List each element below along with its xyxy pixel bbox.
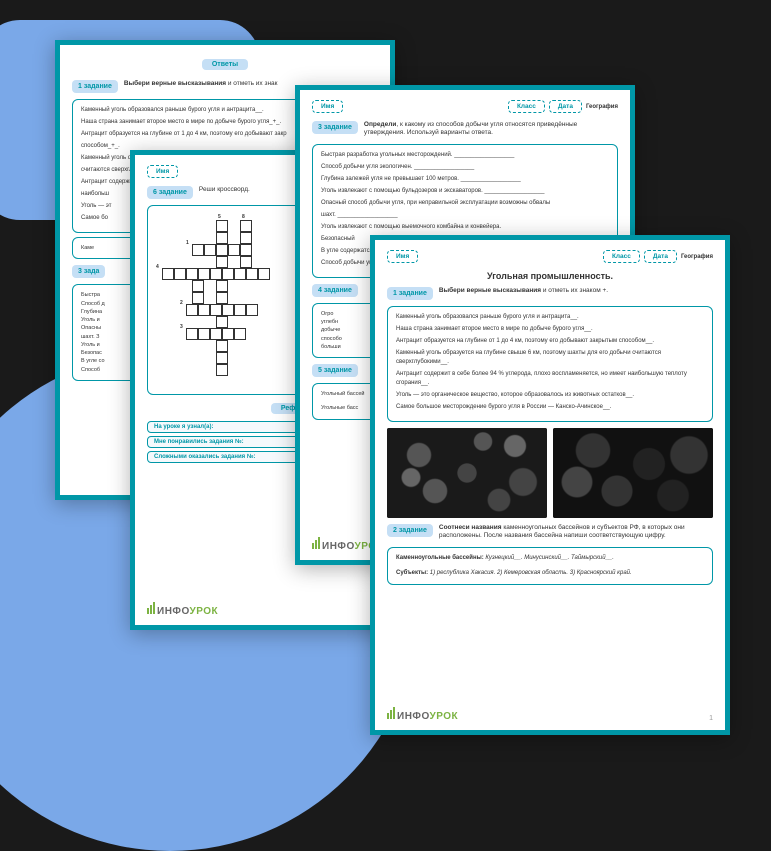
task-1-instruction: Выбери верные высказывания и отметь их з… — [439, 287, 608, 295]
class-field[interactable]: Класс — [508, 100, 545, 113]
date-field[interactable]: Дата — [644, 250, 677, 263]
task-1-content: Каменный уголь образовался раньше бурого… — [387, 306, 713, 422]
subject-label: География — [586, 104, 618, 110]
task-5-badge: 5 задание — [312, 364, 358, 377]
task-1-badge: 1 задание — [72, 80, 118, 93]
coal-image-2 — [553, 428, 713, 518]
page-number: 1 — [709, 715, 713, 722]
page-title: Угольная промышленность. — [387, 271, 713, 281]
worksheet-page-main: Имя Класс Дата География Угольная промыш… — [370, 235, 730, 735]
subject-label: География — [681, 254, 713, 260]
task-6-instruction: Реши кроссворд. — [199, 186, 250, 194]
coal-image-1 — [387, 428, 547, 518]
answers-pill: Ответы — [202, 59, 248, 70]
task-1-badge: 1 задание — [387, 287, 433, 300]
name-field[interactable]: Имя — [312, 100, 343, 113]
task-1-instruction: Выбери верные высказывания и отметь их з… — [124, 80, 278, 88]
task-4-badge: 4 задание — [312, 284, 358, 297]
task-3-instruction: Определи, к какому из способов добычи уг… — [364, 121, 618, 138]
class-field[interactable]: Класс — [603, 250, 640, 263]
coal-image-row — [387, 428, 713, 518]
task-2-badge: 2 задание — [387, 524, 433, 537]
brand-logo: ИНФОУРОК — [387, 707, 458, 722]
task-3-badge-partial: 3 зада — [72, 265, 105, 278]
name-field[interactable]: Имя — [387, 250, 418, 263]
task-2-content: Каменноугольные бассейны: Кузнецкий__. М… — [387, 547, 713, 585]
task-3-badge: 3 задание — [312, 121, 358, 134]
task-2-instruction: Соотнеси названия каменноугольных бассей… — [439, 524, 713, 541]
crossword-grid[interactable]: 5 8 1 4 — [156, 220, 296, 380]
brand-logo: ИНФОУРОК — [147, 602, 218, 617]
date-field[interactable]: Дата — [549, 100, 582, 113]
name-field[interactable]: Имя — [147, 165, 178, 178]
task-6-badge: 6 задание — [147, 186, 193, 199]
